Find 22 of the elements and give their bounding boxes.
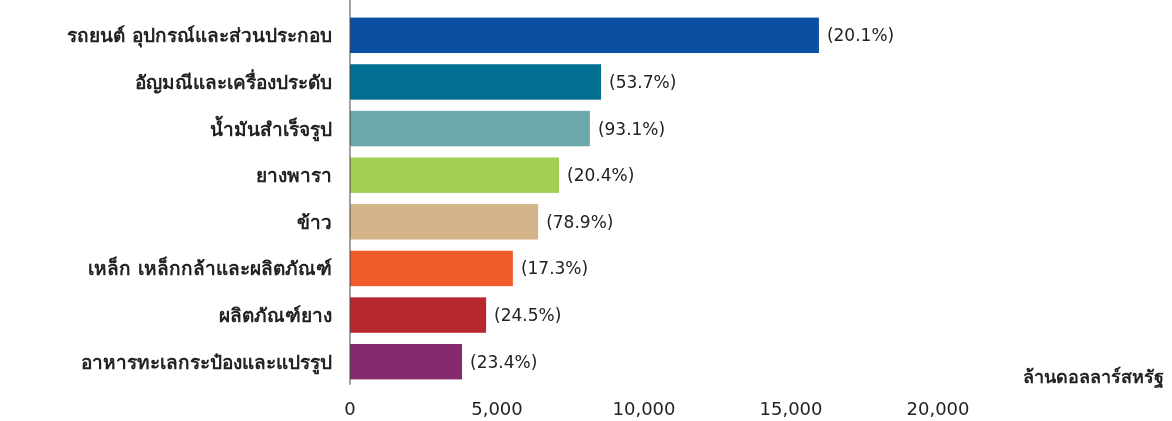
annotation: (53.7%) xyxy=(609,71,677,92)
annotation: (23.4%) xyxy=(470,351,538,372)
x-tick-label: 10,000 xyxy=(612,398,676,419)
annotation: (24.5%) xyxy=(494,305,562,326)
y-tick-label: ข้าว xyxy=(297,210,332,233)
x-tick-label: 15,000 xyxy=(759,398,823,419)
x-tick-label: 20,000 xyxy=(906,398,970,419)
annotation: (20.4%) xyxy=(567,165,635,186)
y-tick-label: น้ำมันสำเร็จรูป xyxy=(210,114,332,142)
x-tick-label: 0 xyxy=(344,398,356,419)
y-tick-label: อัญมณีและเครื่องประดับ xyxy=(135,68,332,94)
y-tick-label: อาหารทะเลกระป๋องและแปรรูป xyxy=(81,350,332,375)
y-tick-label: เหล็ก เหล็กกล้าและผลิตภัณฑ์ xyxy=(88,256,332,280)
annotation: (20.1%) xyxy=(826,25,895,46)
y-tick-label: รถยนต์ อุปกรณ์และส่วนประกอบ xyxy=(67,24,332,49)
annotation: (93.1%) xyxy=(597,118,666,139)
annotation: (78.9%) xyxy=(546,211,614,232)
x-tick-label: 5,000 xyxy=(471,398,523,419)
y-tick-label: ผลิตภัณฑ์ยาง xyxy=(219,304,332,327)
x-axis-title: ล้านดอลลาร์สหรัฐ xyxy=(1023,366,1164,389)
y-tick-label: ยางพารา xyxy=(256,164,332,187)
annotation: (17.3%) xyxy=(520,258,589,279)
